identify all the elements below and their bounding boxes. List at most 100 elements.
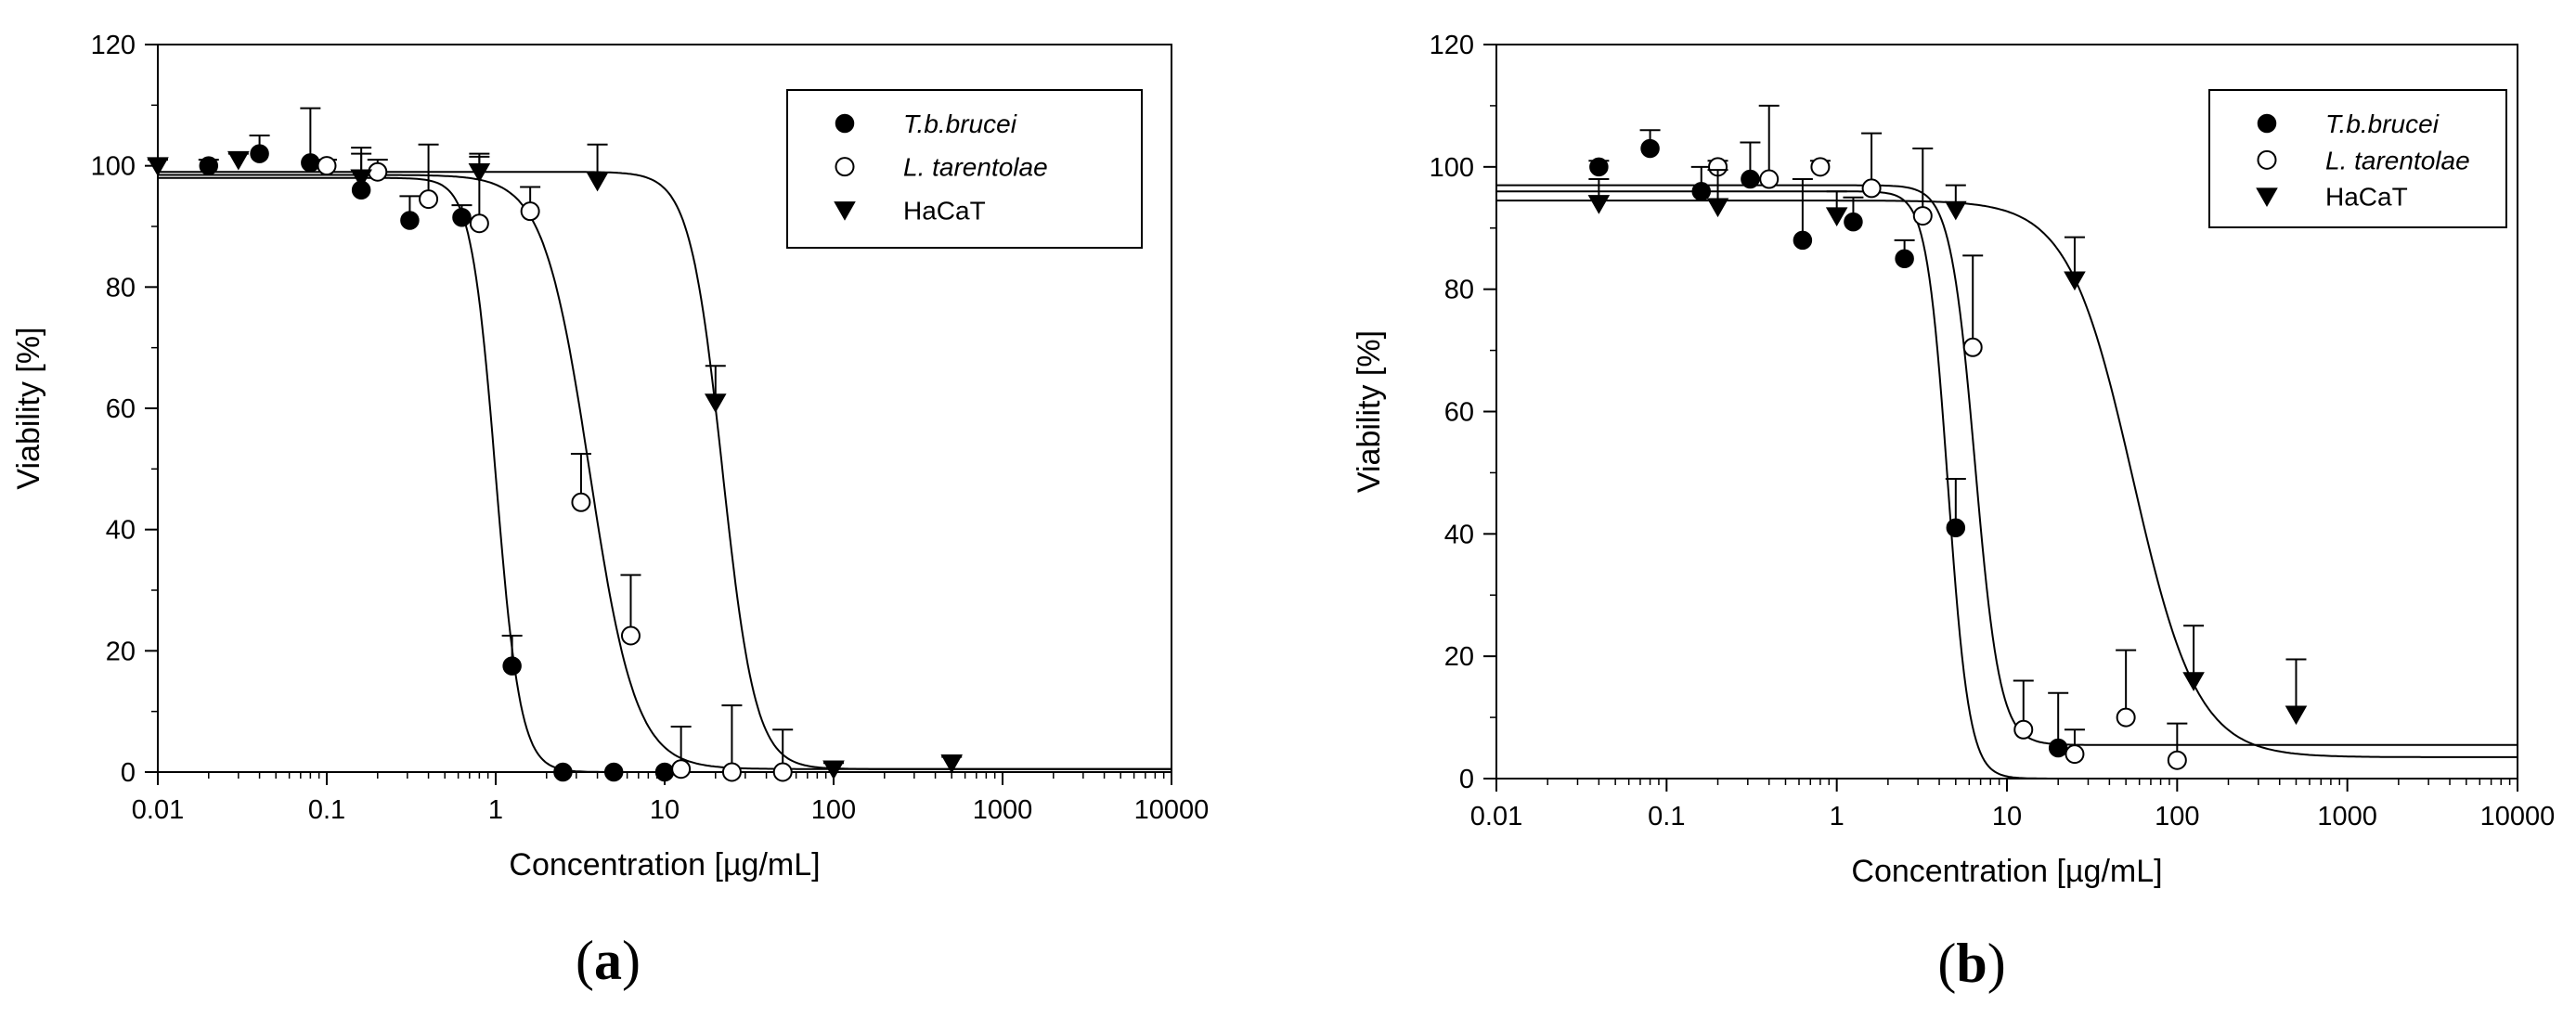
- data-point: [350, 169, 372, 189]
- x-tick-label: 0.1: [1648, 802, 1685, 831]
- fit-curve: [1496, 184, 2518, 746]
- legend-marker: [834, 201, 856, 221]
- data-point: [1810, 157, 1831, 177]
- data-point: [603, 762, 624, 782]
- data-point: [2048, 738, 2068, 758]
- data-point: [469, 213, 489, 234]
- legend-marker: [835, 157, 855, 177]
- y-tick-label: 60: [106, 394, 136, 424]
- panel-label-open: (: [1937, 933, 1956, 994]
- x-tick-label: 100: [2155, 802, 2199, 831]
- data-point: [705, 393, 727, 413]
- data-point: [227, 150, 250, 171]
- legend-label: T.b.brucei: [2325, 110, 2440, 138]
- legend-label: HaCaT: [903, 196, 986, 225]
- x-axis-title: Concentration [µg/mL]: [509, 847, 820, 883]
- fit-curve: [1496, 190, 2518, 780]
- data-point: [1945, 200, 1967, 221]
- series-t-b-brucei: [198, 107, 675, 782]
- data-point: [419, 189, 439, 210]
- data-point: [1912, 206, 1933, 226]
- x-tick-label: 0.01: [132, 795, 184, 825]
- data-point: [502, 656, 522, 676]
- panel-label-letter: a: [594, 930, 622, 991]
- data-point: [520, 201, 540, 222]
- fit-curve: [158, 174, 1171, 770]
- series-l-tarentolae: [317, 143, 794, 782]
- data-point: [2182, 672, 2205, 691]
- legend: T.b.brucei L. tarentolae HaCaT: [2208, 89, 2507, 228]
- panel-label-letter: b: [1956, 933, 1987, 994]
- legend-label: L. tarentolae: [2325, 146, 2470, 174]
- fit-curve: [158, 171, 1171, 770]
- chart-panel-a: 0.01 0.1 1 10 100 1000 10000 0 20 40 60 80 100 120 Con…: [11, 31, 1209, 991]
- data-point: [2285, 705, 2308, 726]
- y-axis-title: Viability [%]: [1352, 330, 1387, 493]
- y-tick-label: 120: [1430, 31, 1474, 60]
- panel-label-open: (: [576, 930, 594, 991]
- data-point: [571, 492, 591, 512]
- fit-curve: [158, 176, 1171, 773]
- data-point: [2064, 271, 2086, 291]
- data-point: [721, 762, 742, 782]
- data-point: [940, 754, 963, 774]
- data-point: [368, 161, 388, 182]
- data-point: [2116, 707, 2136, 728]
- panel-label: (a): [576, 930, 641, 991]
- data-point: [301, 153, 320, 173]
- data-point: [1825, 207, 1848, 226]
- legend-marker: [2257, 113, 2277, 134]
- y-tick-label: 40: [106, 516, 136, 546]
- y-tick-label: 80: [106, 273, 136, 303]
- data-point: [1962, 337, 1983, 357]
- data-point: [468, 162, 491, 183]
- x-tick-label: 1000: [2317, 802, 2377, 831]
- data-point: [199, 156, 219, 175]
- y-tick-label: 0: [1459, 765, 1474, 794]
- x-tick-label: 1000: [973, 795, 1033, 825]
- y-tick-label: 120: [91, 31, 136, 60]
- data-point: [772, 762, 793, 782]
- y-tick-label: 60: [1444, 398, 1474, 428]
- series-hacat: [1587, 169, 2308, 726]
- x-axis-title: Concentration [µg/mL]: [1851, 854, 2162, 889]
- x-tick-label: 0.1: [308, 795, 345, 825]
- y-tick-label: 20: [106, 637, 136, 666]
- x-tick-label: 10000: [1134, 795, 1210, 825]
- series-hacat: [147, 143, 963, 780]
- data-point: [1861, 178, 1882, 199]
- data-point: [317, 156, 337, 176]
- data-point: [1706, 198, 1729, 218]
- data-point: [1587, 195, 1611, 214]
- data-point: [452, 207, 472, 227]
- x-tick-label: 0.01: [1470, 802, 1522, 831]
- data-point: [1946, 518, 1966, 537]
- data-point: [671, 759, 692, 780]
- panel-label-close: ): [622, 930, 641, 991]
- data-point: [1844, 212, 1863, 232]
- y-tick-label: 80: [1444, 276, 1474, 305]
- x-tick-label: 1: [488, 795, 503, 825]
- data-point: [1793, 230, 1813, 251]
- legend-label: L. tarentolae: [903, 153, 1048, 182]
- legend-label: T.b.brucei: [903, 110, 1017, 138]
- panel-label: (b): [1937, 933, 2005, 994]
- chart-panel-b: 0.01 0.1 1 10 100 1000 10000 0 20 40 60 80 100 120 Con…: [1352, 31, 2555, 994]
- series-t-b-brucei: [1588, 129, 2069, 758]
- data-point: [1691, 181, 1712, 201]
- panel-label-close: ): [1987, 933, 2006, 994]
- y-tick-label: 0: [121, 758, 136, 788]
- legend: T.b.brucei L. tarentolae HaCaT: [786, 89, 1143, 249]
- y-axis-title: Viability [%]: [11, 327, 46, 489]
- data-point: [1895, 249, 1914, 268]
- fit-curve: [1496, 200, 2518, 758]
- x-tick-label: 1: [1830, 802, 1845, 831]
- data-point: [2167, 750, 2187, 770]
- data-point: [2013, 719, 2034, 740]
- legend-marker: [2256, 187, 2278, 208]
- data-point: [1741, 169, 1760, 189]
- data-point: [620, 625, 641, 646]
- data-point: [1759, 169, 1780, 189]
- x-tick-label: 10: [1992, 802, 2022, 831]
